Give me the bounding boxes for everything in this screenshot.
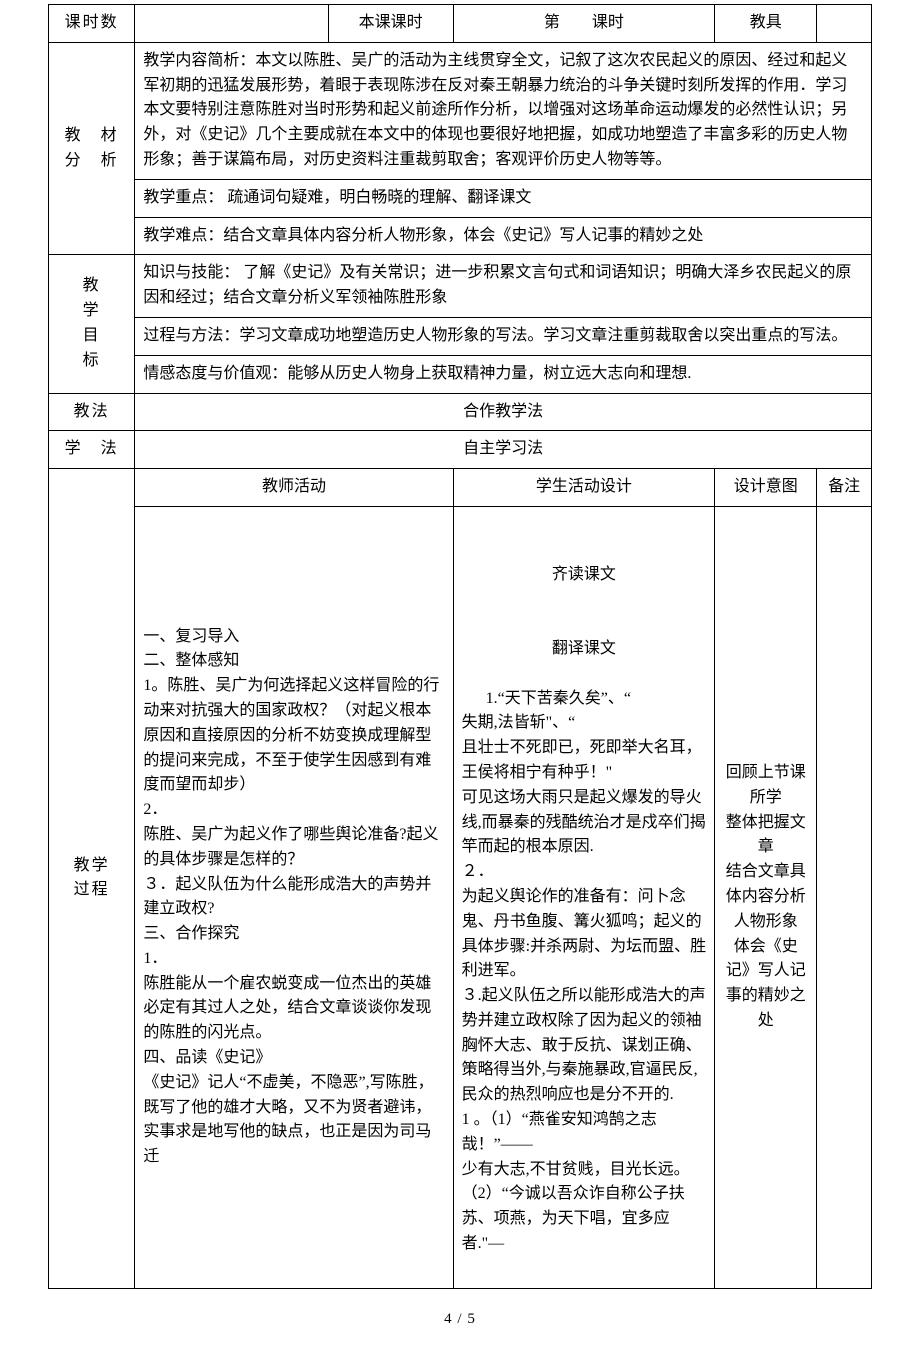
cell-class-hours-value — [135, 5, 328, 43]
label-objectives: 教 学 目 标 — [49, 255, 135, 393]
cell-design-intent: 回顾上节课所学 整体把握文章 结合文章具体内容分析人物形象 体会《史记》写人记事… — [715, 506, 817, 1288]
label-class-hours: 课时数 — [49, 5, 135, 43]
page: 课时数 本课课时 第 课时 教具 教 材 分 析 教学内容简析：本文以陈胜、吴广… — [0, 0, 920, 1358]
cell-teaching-key: 教学重点： 疏通词句疑难，明白畅晓的理解、翻译课文 — [135, 179, 872, 217]
cell-learn-method: 自主学习法 — [135, 431, 872, 469]
page-number: 4 / 5 — [48, 1311, 872, 1328]
hdr-teacher-activity: 教师活动 — [135, 469, 453, 507]
cell-content-analysis: 教学内容简析：本文以陈胜、吴广的活动为主线贯穿全文，记叙了这次农民起义的原因、经… — [135, 42, 872, 179]
student-activity-head2: 翻译课文 — [462, 637, 706, 662]
cell-remark — [817, 506, 872, 1288]
cell-obj-knowledge: 知识与技能： 了解《史记》及有关常识；进一步积累文言句式和词语知识；明确大泽乡农… — [135, 255, 872, 318]
cell-teacher-activity: 一、复习导入 二、整体感知 1。陈胜、吴广为何选择起义这样冒险的行动来对抗强大的… — [135, 506, 453, 1288]
label-lesson-number: 第 课时 — [453, 5, 714, 43]
cell-obj-emotion: 情感态度与价值观：能够从历史人物身上获取精神力量，树立远大志向和理想. — [135, 355, 872, 393]
label-teaching-aid: 教具 — [715, 5, 817, 43]
cell-student-activity: 齐读课文 翻译课文 1.“天下苦秦久矣”、“ 失期,法皆斩"、“ 且壮士不死即已… — [453, 506, 714, 1288]
label-material-analysis: 教 材 分 析 — [49, 42, 135, 255]
label-process: 教学 过程 — [49, 469, 135, 1289]
student-activity-head1: 齐读课文 — [462, 563, 706, 588]
cell-teaching-aid-value — [817, 5, 872, 43]
label-learn-method: 学 法 — [49, 431, 135, 469]
hdr-student-activity: 学生活动设计 — [453, 469, 714, 507]
label-this-lesson: 本课课时 — [328, 5, 453, 43]
cell-obj-process: 过程与方法：学习文章成功地塑造历史人物形象的写法。学习文章注重剪裁取舍以突出重点… — [135, 317, 872, 355]
lesson-plan-table: 课时数 本课课时 第 课时 教具 教 材 分 析 教学内容简析：本文以陈胜、吴广… — [48, 4, 872, 1289]
hdr-remark: 备注 — [817, 469, 872, 507]
hdr-design-intent: 设计意图 — [715, 469, 817, 507]
label-teach-method: 教法 — [49, 393, 135, 431]
cell-teaching-difficulty: 教学难点：结合文章具体内容分析人物形象，体会《史记》写人记事的精妙之处 — [135, 217, 872, 255]
cell-teach-method: 合作教学法 — [135, 393, 872, 431]
student-activity-body: 1.“天下苦秦久矣”、“ 失期,法皆斩"、“ 且壮士不死即已，死即举大名耳，王侯… — [462, 690, 706, 1253]
